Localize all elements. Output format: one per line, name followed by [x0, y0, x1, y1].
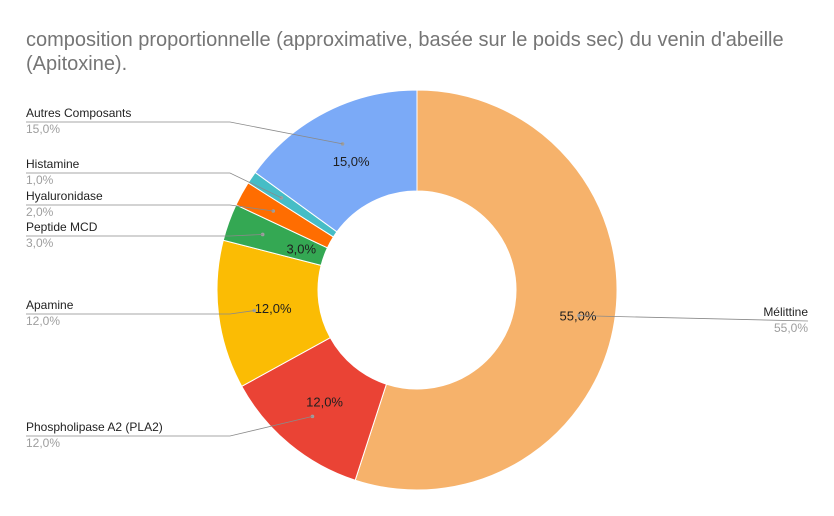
callout-line-peptide-mcd [26, 234, 263, 237]
slice-value-autres-composants: 15,0% [333, 154, 370, 169]
slice-labels-group: 55,0%12,0%12,0%3,0%15,0% [255, 154, 597, 410]
callout-value-autres-composants: 15,0% [26, 122, 60, 136]
callout-value-peptide-mcd: 3,0% [26, 236, 54, 250]
slice-value-phospholipase-a2-pla2: 12,0% [306, 395, 343, 410]
callout-value-histamine: 1,0% [26, 173, 54, 187]
slice-value-peptide-mcd: 3,0% [286, 241, 316, 256]
chart-title-line-2: (Apitoxine). [26, 53, 127, 75]
callout-name-peptide-mcd: Peptide MCD [26, 220, 98, 234]
callout-value-melittine: 55,0% [774, 321, 808, 335]
callout-line-melittine [578, 315, 809, 322]
callout-line-apamine [26, 310, 255, 315]
chart-title-line-1: composition proportionnelle (approximati… [26, 29, 784, 51]
slice-value-apamine: 12,0% [255, 301, 292, 316]
callout-dot-histamine [279, 196, 284, 200]
callout-value-apamine: 12,0% [26, 314, 60, 328]
callouts-group: Mélittine 55,0% Phospholipase A2 (PLA2) 12,… [26, 106, 808, 450]
callout-name-autres-composants: Autres Composants [26, 106, 131, 120]
callout-name-hyaluronidase: Hyaluronidase [26, 189, 103, 203]
callout-line-histamine [26, 172, 282, 199]
callout-line-phospholipase-a2-pla2 [26, 415, 313, 437]
callout-value-hyaluronidase: 2,0% [26, 205, 54, 219]
callout-name-melittine: Mélittine [763, 305, 808, 319]
slice-autres-composants[interactable] [254, 89, 418, 233]
callout-dot-autres-composants [340, 142, 345, 146]
callout-line-hyaluronidase [26, 204, 274, 212]
callout-name-phospholipase-a2-pla2: Phospholipase A2 (PLA2) [26, 420, 163, 434]
callout-value-phospholipase-a2-pla2: 12,0% [26, 436, 60, 450]
callout-line-autres-composants [26, 121, 343, 145]
callout-name-histamine: Histamine [26, 157, 80, 171]
slice-melittine[interactable] [354, 89, 618, 491]
callout-name-apamine: Apamine [26, 298, 74, 312]
slices-group [216, 89, 618, 491]
